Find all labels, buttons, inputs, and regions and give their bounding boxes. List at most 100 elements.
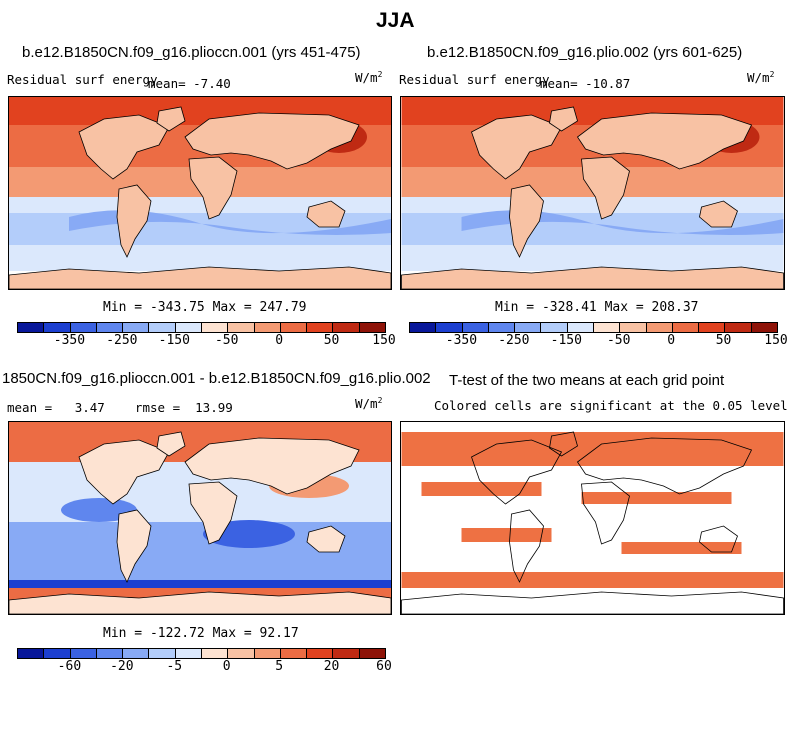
colorbar-swatch <box>307 323 334 332</box>
colorbar-swatch <box>149 649 176 658</box>
colorbar-swatch <box>149 323 176 332</box>
land-south-america <box>116 509 152 583</box>
ttest-sig-region-5 <box>401 572 784 588</box>
land-south-america <box>509 184 544 258</box>
land-greenland <box>549 431 578 457</box>
ttest-sig-region-4 <box>621 542 742 554</box>
colorbar-swatch <box>515 323 542 332</box>
band-south-high <box>401 245 784 271</box>
colorbar-swatch <box>228 323 255 332</box>
colorbar-swatch <box>254 323 281 332</box>
land-antarctica <box>9 591 391 614</box>
band-south-subtropics <box>9 197 391 213</box>
diff-blob-1 <box>61 498 137 522</box>
colorbar-swatch <box>672 323 700 332</box>
panel3-units-exp: 2 <box>377 396 383 405</box>
panel3-units: W/m2 <box>355 396 382 411</box>
colorbar-label: 150 <box>764 333 788 348</box>
colorbar-swatch <box>96 323 124 332</box>
colorbar-label: -250 <box>106 333 138 348</box>
colorbar-swatch <box>593 323 621 332</box>
colorbar-swatch <box>18 649 45 658</box>
land-north-america <box>471 114 563 180</box>
panel2-min-max: Min = -328.41 Max = 208.37 <box>495 300 699 315</box>
colorbar-swatch <box>201 323 229 332</box>
panel4-title: T-test of the two means at each grid poi… <box>449 372 725 389</box>
colorbar-swatch <box>201 649 229 658</box>
colorbar-swatch <box>123 323 150 332</box>
colorbar-label: 5 <box>275 659 284 674</box>
colorbar-swatch <box>18 323 45 332</box>
panel2-units-exp: 2 <box>769 70 775 79</box>
panel3-title: 1850CN.f09_g16.plioccn.001 - b.e12.B1850… <box>2 370 431 387</box>
colorbar-swatch <box>488 323 516 332</box>
land-north-america <box>471 439 563 505</box>
panel1-mean-label: mean= -7.40 <box>148 76 231 91</box>
panel1-colorbar <box>17 322 386 333</box>
colorbar-swatch <box>462 323 489 332</box>
panel2-mean-label: mean= -10.87 <box>540 76 631 91</box>
colorbar-swatch <box>96 649 124 658</box>
colorbar-label: -50 <box>214 333 239 348</box>
panel4-subtitle: Colored cells are significant at the 0.0… <box>434 398 788 413</box>
colorbar-swatch <box>44 649 71 658</box>
colorbar-label: 60 <box>376 659 392 674</box>
colorbar-swatch <box>410 323 437 332</box>
land-africa <box>188 156 238 220</box>
southern-ocean-band <box>461 210 784 235</box>
panel3-colorbar <box>17 648 386 659</box>
colorbar-label: 0 <box>222 659 231 674</box>
colorbar-swatch <box>175 649 202 658</box>
colorbar-label: -350 <box>445 333 478 348</box>
panel1-colorbar-labels: -350 -250 -150 -50 0 50 150 <box>17 333 396 349</box>
land-australia <box>306 525 346 553</box>
land-antarctica <box>401 591 784 614</box>
land-north-america <box>78 439 170 505</box>
colorbar-swatch <box>228 649 255 658</box>
panel3-units-text: W/m <box>355 396 378 412</box>
panel4-map <box>400 421 785 615</box>
land-antarctica <box>9 266 391 289</box>
land-greenland <box>156 431 186 457</box>
colorbar-label: -50 <box>606 333 631 348</box>
band-south-subtropics <box>401 197 784 213</box>
panel1-units-text: W/m <box>355 70 378 86</box>
colorbar-swatch <box>359 649 385 658</box>
ttest-sig-region-1 <box>421 482 542 496</box>
colorbar-swatch <box>70 649 97 658</box>
colorbar-label: 150 <box>372 333 396 348</box>
colorbar-label: -250 <box>498 333 530 348</box>
panel1-units: W/m2 <box>355 70 382 85</box>
land-africa <box>581 481 630 545</box>
panel2-colorbar-labels: -350 -250 -150 -50 0 50 150 <box>409 333 788 349</box>
panel2-units-text: W/m <box>747 70 770 86</box>
land-australia <box>699 200 738 228</box>
band-south-high <box>9 245 391 271</box>
panel1-map-svg <box>9 97 391 289</box>
colorbar-label: 0 <box>667 333 676 348</box>
land-eurasia <box>184 437 360 495</box>
colorbar-swatch <box>436 323 463 332</box>
colorbar-swatch <box>307 649 334 658</box>
panel3-left-label: mean = 3.47 rmse = 13.99 <box>7 400 233 415</box>
colorbar-swatch <box>280 323 308 332</box>
colorbar-swatch <box>333 323 360 332</box>
land-south-america <box>509 509 544 583</box>
colorbar-label: 0 <box>275 333 284 348</box>
colorbar-swatch <box>70 323 97 332</box>
panel1-map <box>8 96 392 290</box>
southern-ocean-band <box>69 210 391 235</box>
ttest-sig-region-0 <box>401 432 784 466</box>
land-antarctica <box>401 266 784 289</box>
panel2-left-label: Residual surf energy <box>399 72 550 87</box>
panel3-map <box>8 421 392 615</box>
colorbar-swatch <box>175 323 202 332</box>
land-eurasia <box>576 112 753 170</box>
panel3-min-max: Min = -122.72 Max = 92.17 <box>103 626 299 641</box>
panel1-title: b.e12.B1850CN.f09_g16.plioccn.001 (yrs 4… <box>22 44 361 61</box>
colorbar-swatch <box>541 323 568 332</box>
land-africa <box>581 156 630 220</box>
colorbar-label: -60 <box>57 659 82 674</box>
land-australia <box>699 525 738 553</box>
land-eurasia <box>184 112 360 170</box>
